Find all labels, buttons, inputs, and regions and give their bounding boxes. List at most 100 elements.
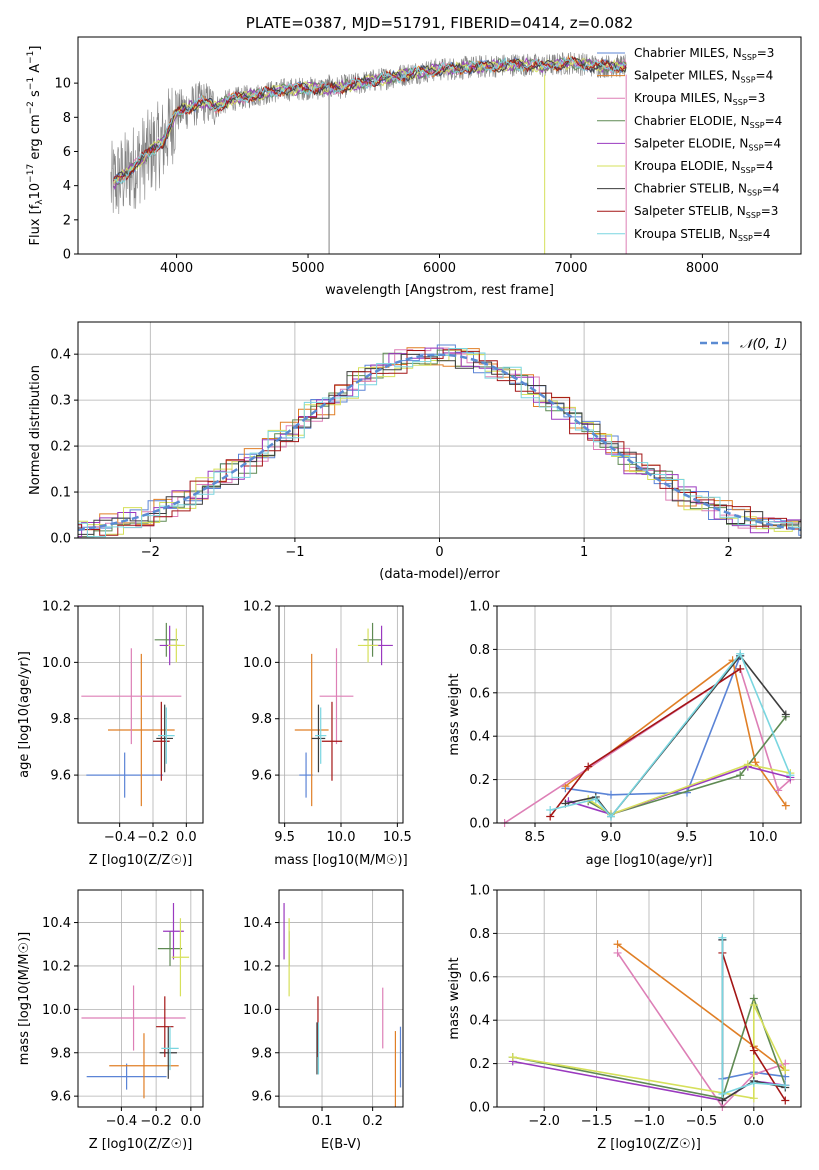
x-tick-label: 0.2 (362, 1114, 383, 1129)
axes-frame (77, 36, 802, 255)
weight-series-4 (512, 996, 787, 1100)
weight-point (749, 1001, 758, 1010)
y-tick-label: 10.2 (243, 959, 272, 974)
x-axis-label: age [log10(age/yr)] (586, 853, 713, 868)
axes-frame (77, 605, 204, 824)
x-axis-label: (data-model)/error (379, 567, 500, 582)
x-tick-label: 5000 (291, 261, 324, 276)
weight-point (718, 933, 727, 942)
y-axis-label: mass [log10(M/M☉)] (17, 932, 32, 1065)
y-tick-label: 10.2 (42, 600, 71, 615)
weight-point (774, 786, 783, 795)
weight-point (781, 1066, 790, 1075)
y-tick-label: 9.6 (50, 1090, 71, 1105)
weight-point (613, 940, 622, 949)
legend-label: Chabrier ELODIE, NSSP=4 (634, 114, 782, 130)
x-tick-label: 8.5 (525, 830, 546, 845)
gridlines (279, 890, 403, 1107)
axes-frame (77, 321, 802, 539)
weight-point (743, 760, 752, 769)
x-tick-label: 8000 (686, 261, 719, 276)
y-axis-label: mass weight (447, 673, 462, 755)
x-tick-label: 0.1 (312, 1114, 333, 1129)
axes-frame (278, 605, 404, 824)
x-tick-label: 0.0 (743, 1114, 764, 1129)
x-tick-label: −0.2 (137, 830, 169, 845)
weight-point (613, 948, 622, 957)
model-spectrum-9 (113, 56, 627, 184)
y-tick-label: 0.4 (469, 730, 490, 745)
x-tick-label: 0 (435, 545, 443, 560)
legend-label: Chabrier STELIB, NSSP=4 (634, 182, 780, 198)
y-axis-label: Normed distribution (28, 365, 43, 495)
y-tick-label: 9.8 (50, 712, 71, 727)
weight-point (781, 1081, 790, 1090)
x-tick-label: 7000 (554, 261, 587, 276)
x-tick-label: −1.0 (633, 1114, 665, 1129)
y-tick-label: 0.2 (50, 440, 71, 455)
y-tick-label: 10.0 (243, 1003, 272, 1018)
y-tick-label: 0 (63, 248, 71, 263)
x-tick-label: 9.5 (274, 830, 295, 845)
y-axis-label: Flux [fλ10−17 erg cm−2 s−1 A−1] (26, 46, 45, 246)
legend-label: Chabrier MILES, NSSP=3 (634, 46, 774, 62)
x-tick-label: 2 (725, 545, 733, 560)
axes-z-age: −0.4 −0.2 0.0 9.6 9.8 10.0 10.2 (42, 600, 204, 845)
weight-point (736, 771, 745, 780)
axes-spectrum: 4000 5000 6000 7000 8000 0 2 4 6 8 10 (54, 36, 802, 276)
legend-label: Salpeter STELIB, NSSP=3 (634, 204, 778, 220)
observed-spectrum (110, 51, 627, 215)
x-axis-label: Z [log10(Z/Z☉)] (89, 1137, 193, 1152)
y-tick-label: 10.2 (243, 600, 272, 615)
y-tick-label: 0.2 (469, 1057, 490, 1072)
y-tick-label: 1.0 (469, 600, 490, 615)
weight-point (749, 1094, 758, 1103)
weight-point (781, 801, 790, 810)
y-tick-label: 0.0 (50, 532, 71, 547)
axes-z-weight: −2.0 −1.5 −1.0 −0.5 0.0 0.0 0.2 0.4 0.6 0.8 1.0 (469, 884, 802, 1129)
axes-ebv-mass: 0.1 0.2 9.6 9.8 10.0 10.2 10.4 (243, 889, 404, 1129)
x-axis-label: Z [log10(Z/Z☉)] (597, 1137, 701, 1152)
weight-series-2 (564, 658, 787, 807)
residual-histogram-6 (78, 349, 801, 535)
axes-age-weight: 8.5 9.0 9.5 10.0 0.0 0.2 0.4 0.6 0.8 1.0 (469, 600, 802, 845)
axes-frame (77, 889, 204, 1108)
weight-series-9 (721, 937, 786, 1096)
y-tick-label: 10.0 (42, 656, 71, 671)
x-tick-label: 9.5 (677, 830, 698, 845)
weight-series-3 (504, 667, 791, 823)
x-axis-label: Z [log10(Z/Z☉)] (89, 853, 193, 868)
weight-point (749, 1079, 758, 1088)
weight-point (546, 805, 555, 814)
y-tick-label: 0.0 (469, 817, 490, 832)
y-tick-label: 10.0 (42, 1003, 71, 1018)
weight-point (584, 762, 593, 771)
residual-histogram-9 (78, 348, 801, 538)
x-tick-label: 0.0 (181, 1114, 202, 1129)
y-tick-label: 10.0 (243, 656, 272, 671)
y-tick-label: 6 (63, 145, 71, 160)
y-tick-label: 10.4 (243, 916, 272, 931)
axes-residuals: −2 −1 0 1 2 0.0 0.1 0.2 0.3 0.4 (50, 321, 802, 560)
legend-label: Kroupa ELODIE, NSSP=4 (634, 159, 773, 175)
gridlines (279, 605, 403, 823)
weight-point (781, 1096, 790, 1105)
x-tick-label: 10.0 (327, 830, 356, 845)
y-axis-label: age [log10(age/yr)] (17, 651, 32, 778)
y-tick-label: 9.8 (251, 1046, 272, 1061)
axes-mass-age: 9.5 10.0 10.5 9.6 9.8 10.0 10.2 (243, 600, 412, 846)
x-tick-label: −0.2 (140, 1114, 172, 1129)
weight-point (736, 649, 745, 658)
y-tick-label: 10.2 (42, 959, 71, 974)
axes-z-mass: −0.4 −0.2 0.0 9.6 9.8 10.0 10.2 10.4 (42, 889, 204, 1129)
legend-label: Kroupa STELIB, NSSP=4 (634, 227, 771, 243)
x-axis-label: mass [log10(M/M☉)] (274, 853, 407, 868)
x-tick-label: −0.4 (104, 830, 136, 845)
gridlines (497, 605, 801, 824)
legend-label: Salpeter MILES, NSSP=4 (634, 69, 773, 85)
x-tick-label: −1 (285, 545, 304, 560)
weight-series-6 (587, 763, 791, 816)
legend-label: Kroupa MILES, NSSP=3 (634, 91, 765, 107)
y-tick-label: 10 (54, 77, 71, 92)
